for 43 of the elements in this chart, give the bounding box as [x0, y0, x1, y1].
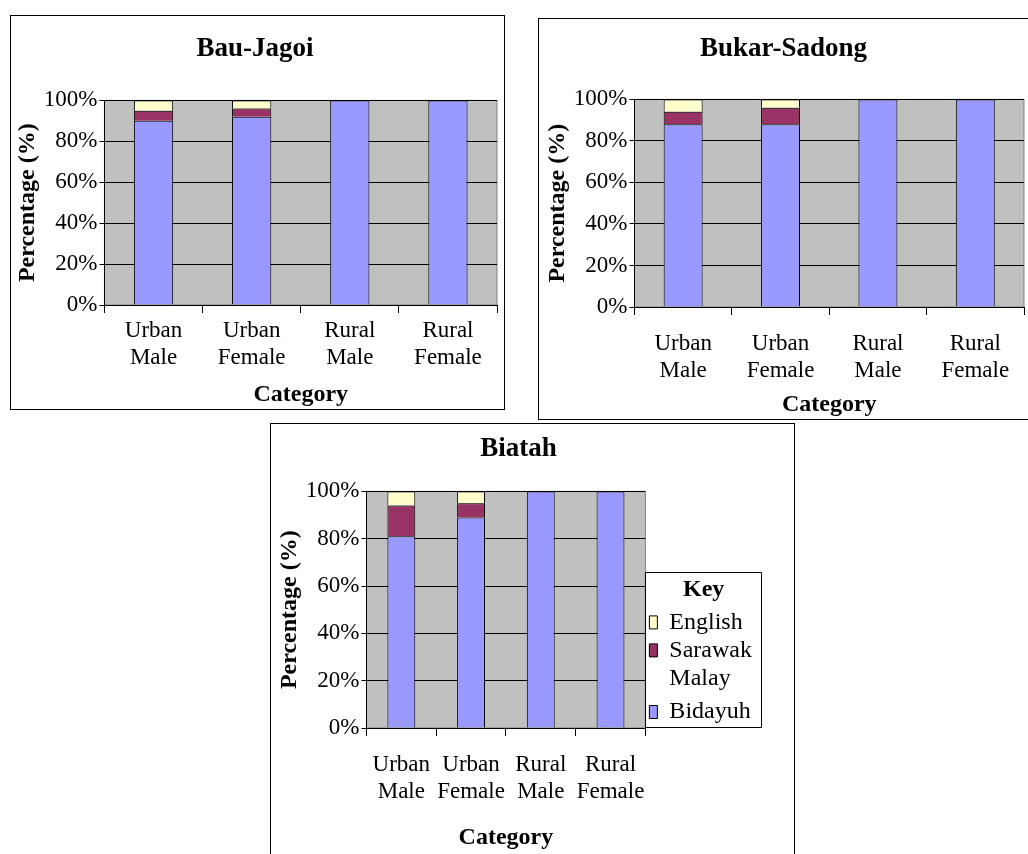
- x-axis-title: Category: [253, 379, 349, 406]
- legend-title: Key: [683, 574, 725, 601]
- y-axis-title: Percentage (%): [542, 123, 569, 283]
- y-tick-label: 20%: [55, 250, 98, 276]
- x-axis-title: Category: [458, 822, 554, 849]
- y-tick-label: 20%: [585, 251, 628, 277]
- y-tick-label: 80%: [317, 524, 360, 550]
- y-tick-label: 60%: [55, 168, 98, 194]
- legend-label: Sarawak Malay: [669, 635, 753, 691]
- x-tick-label: Urban Male: [372, 750, 431, 804]
- x-tick-label: Urban Female: [437, 750, 505, 804]
- x-tick-label: Rural Female: [414, 316, 482, 370]
- y-tick-label: 80%: [55, 127, 98, 153]
- y-tick-label: 40%: [317, 619, 360, 645]
- x-tick-label: Urban Female: [746, 329, 815, 383]
- legend-label: Bidayuh: [669, 697, 751, 724]
- x-tick-label: Rural Male: [515, 750, 567, 804]
- x-tick-label: Rural Female: [941, 329, 1010, 383]
- chart-title: Bau-Jagoi: [196, 32, 314, 63]
- chart-title: Biatah: [480, 432, 557, 463]
- y-tick-label: 100%: [43, 86, 98, 112]
- x-tick-label: Urban Male: [124, 316, 183, 370]
- x-axis-title: Category: [781, 389, 877, 416]
- y-tick-label: 100%: [573, 85, 628, 111]
- y-tick-label: 0%: [66, 291, 98, 317]
- y-tick-label: 60%: [317, 572, 360, 598]
- y-tick-label: 40%: [585, 210, 628, 236]
- y-tick-label: 0%: [328, 714, 360, 740]
- x-tick-label: Rural Male: [324, 316, 376, 370]
- y-tick-label: 100%: [305, 477, 360, 503]
- y-tick-label: 80%: [585, 126, 628, 152]
- y-axis-title: Percentage (%): [274, 530, 301, 690]
- y-axis-title: Percentage (%): [12, 123, 39, 283]
- legend-label: English: [669, 607, 743, 634]
- chart-title: Bukar-Sadong: [699, 32, 868, 63]
- y-tick-label: 40%: [55, 209, 98, 235]
- x-tick-label: Urban Female: [217, 316, 286, 370]
- y-tick-label: 0%: [596, 293, 628, 319]
- y-tick-label: 20%: [317, 666, 360, 692]
- x-tick-label: Rural Male: [852, 329, 904, 383]
- x-tick-label: Rural Female: [576, 750, 645, 804]
- y-tick-label: 60%: [585, 168, 628, 194]
- x-tick-label: Urban Male: [654, 329, 713, 383]
